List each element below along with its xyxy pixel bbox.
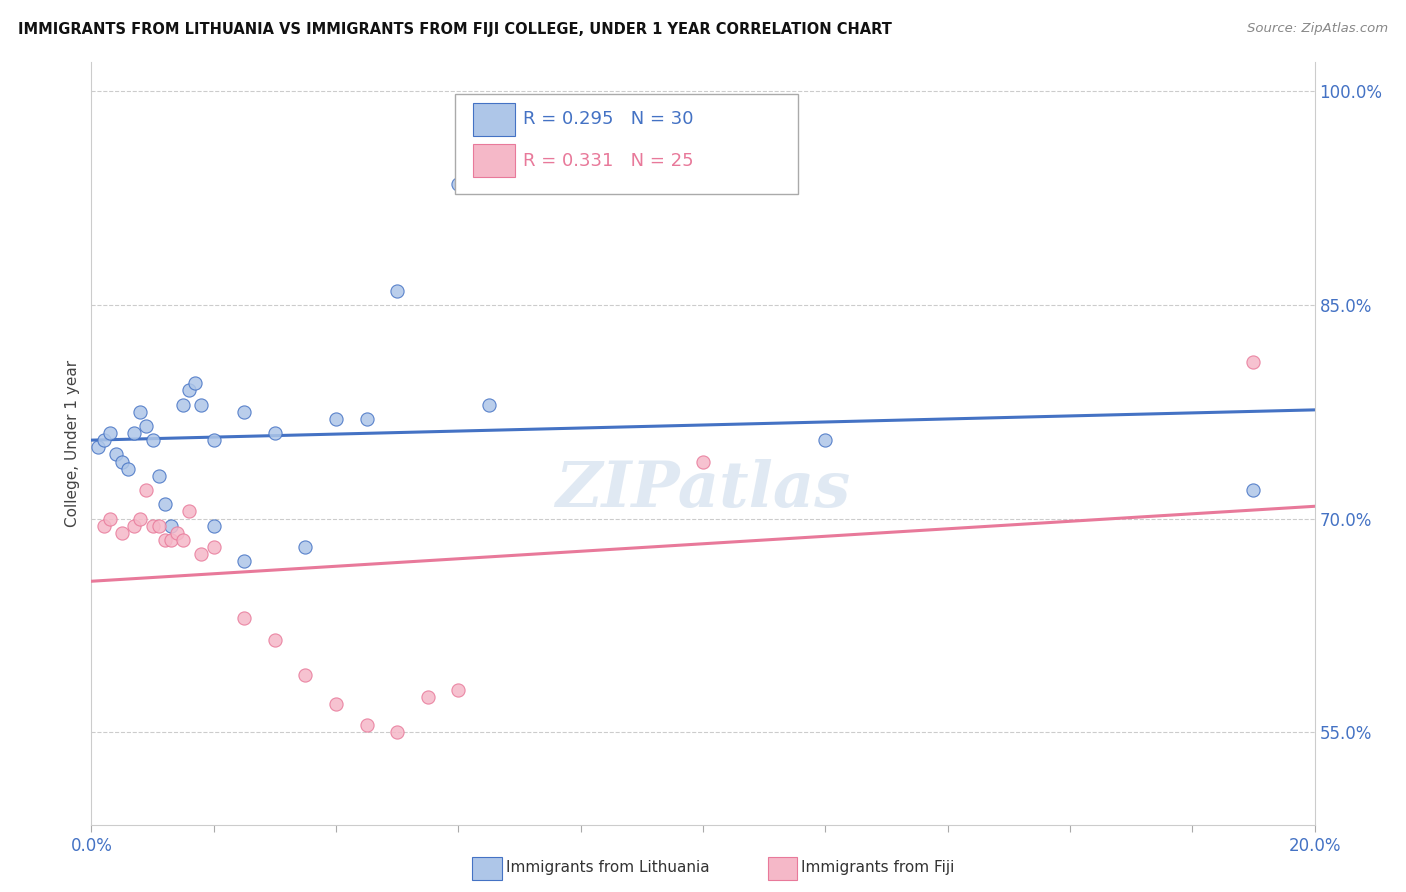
- Point: [202, 518, 225, 533]
- Point: [166, 525, 188, 540]
- Point: [148, 468, 170, 483]
- Point: [141, 434, 163, 448]
- Point: [111, 454, 134, 468]
- Point: [356, 718, 378, 732]
- Point: [129, 405, 152, 419]
- Point: [264, 632, 287, 647]
- Point: [160, 533, 183, 547]
- FancyBboxPatch shape: [454, 95, 799, 194]
- Point: [233, 554, 256, 568]
- Point: [385, 284, 409, 298]
- Point: [172, 398, 194, 412]
- Point: [190, 398, 212, 412]
- Point: [93, 518, 115, 533]
- Point: [153, 533, 176, 547]
- Point: [160, 518, 183, 533]
- Point: [447, 177, 470, 191]
- Point: [385, 725, 409, 739]
- Point: [447, 682, 470, 697]
- Point: [184, 376, 207, 391]
- Point: [141, 518, 163, 533]
- Point: [1243, 483, 1265, 497]
- FancyBboxPatch shape: [472, 144, 515, 178]
- FancyBboxPatch shape: [472, 103, 515, 136]
- Point: [416, 690, 439, 704]
- Point: [148, 518, 170, 533]
- Point: [172, 533, 194, 547]
- Point: [111, 525, 134, 540]
- Point: [153, 497, 176, 511]
- Point: [122, 518, 145, 533]
- Point: [202, 540, 225, 554]
- Text: R = 0.331   N = 25: R = 0.331 N = 25: [523, 152, 693, 169]
- Point: [135, 419, 157, 434]
- Point: [478, 398, 501, 412]
- Point: [356, 412, 378, 426]
- Text: Immigrants from Lithuania: Immigrants from Lithuania: [506, 860, 710, 874]
- Point: [98, 511, 121, 525]
- Point: [135, 483, 157, 497]
- Point: [264, 426, 287, 441]
- Point: [98, 426, 121, 441]
- Point: [179, 504, 201, 518]
- Text: IMMIGRANTS FROM LITHUANIA VS IMMIGRANTS FROM FIJI COLLEGE, UNDER 1 YEAR CORRELAT: IMMIGRANTS FROM LITHUANIA VS IMMIGRANTS …: [18, 22, 893, 37]
- Text: R = 0.295   N = 30: R = 0.295 N = 30: [523, 111, 693, 128]
- Point: [86, 440, 108, 454]
- Point: [122, 426, 145, 441]
- Point: [190, 547, 212, 561]
- Point: [117, 461, 139, 475]
- Point: [294, 540, 316, 554]
- Point: [202, 434, 225, 448]
- Point: [325, 697, 347, 711]
- Point: [129, 511, 152, 525]
- Text: Immigrants from Fiji: Immigrants from Fiji: [801, 860, 955, 874]
- Point: [93, 434, 115, 448]
- Text: ZIPatlas: ZIPatlas: [555, 458, 851, 520]
- Point: [233, 611, 256, 625]
- Point: [814, 434, 837, 448]
- Y-axis label: College, Under 1 year: College, Under 1 year: [65, 360, 80, 527]
- Point: [692, 454, 714, 468]
- Point: [179, 384, 201, 398]
- Text: Source: ZipAtlas.com: Source: ZipAtlas.com: [1247, 22, 1388, 36]
- Point: [104, 447, 127, 461]
- Point: [1243, 355, 1265, 369]
- Point: [233, 405, 256, 419]
- Point: [294, 668, 316, 682]
- Point: [325, 412, 347, 426]
